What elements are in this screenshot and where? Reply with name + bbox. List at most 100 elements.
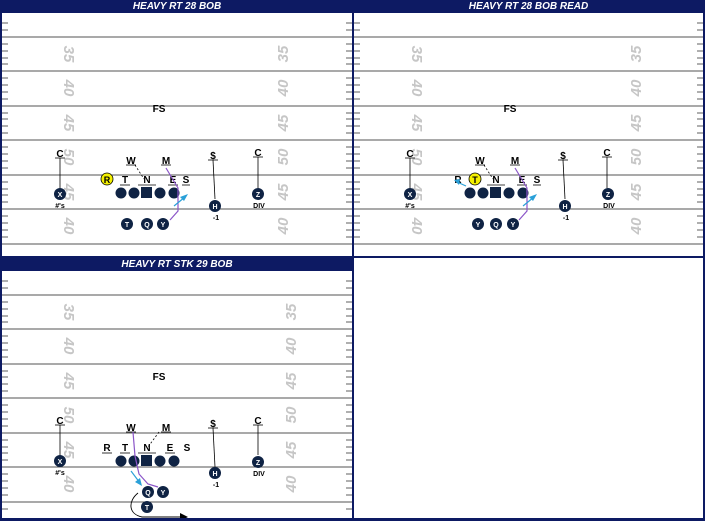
y-back-label: Y (161, 222, 166, 229)
will-linebacker-label: W (126, 423, 136, 434)
x-receiver-label: X (58, 192, 63, 199)
offensive-lineman (115, 455, 127, 467)
yard-number: 40 (628, 217, 645, 235)
yard-number: 45 (60, 441, 77, 459)
yard-numbers-right: 35 40 45 50 45 40 (283, 303, 300, 493)
quarterback (141, 218, 153, 230)
offense-routes (165, 167, 188, 221)
offensive-lineman (477, 187, 489, 199)
play-title: HEAVY RT 28 BOB READ (354, 0, 703, 13)
tailback-path (130, 492, 182, 518)
corner-left-label: C (406, 149, 413, 160)
yard-number: 45 (408, 114, 425, 132)
read-player-marker (468, 172, 482, 186)
x-receiver (54, 188, 66, 200)
dollar-label: $ (560, 151, 566, 162)
yard-number: 50 (60, 407, 77, 424)
center-lineman (141, 455, 152, 466)
strong-end-label: S (534, 175, 541, 186)
yard-numbers-left: 35 40 45 50 45 40 (60, 304, 77, 493)
play-diagram: 35 40 45 50 45 40 35 40 45 50 45 40 FS C… (354, 22, 703, 245)
free-safety-label: FS (504, 104, 517, 115)
defense-assignments (59, 157, 259, 200)
yard-number: 45 (275, 114, 292, 132)
quarterback (490, 218, 502, 230)
frame-middle-horizontal (0, 256, 705, 258)
h-back-label: H (562, 204, 567, 211)
frame-left (0, 0, 2, 521)
h-back-label: H (212, 204, 217, 211)
play-panel-heavy-rt-stk-29-bob: HEAVY RT STK 29 BOB (2, 258, 352, 518)
dollar-label: $ (210, 151, 216, 162)
defense: FS C W M $ C R T N E S (405, 104, 612, 186)
center-lineman (141, 187, 152, 198)
offensive-lineman (128, 455, 140, 467)
z-receiver-label: Z (606, 192, 611, 199)
t-back (141, 501, 153, 513)
end-label: E (167, 443, 174, 454)
z-receiver-note: DIV (603, 203, 615, 210)
mike-linebacker-label: M (162, 423, 170, 434)
y-back-left-label: Y (476, 222, 481, 229)
play-diagram: 35 40 45 50 45 40 35 40 45 50 45 40 FS C… (2, 22, 352, 245)
yard-lines (354, 36, 703, 245)
offense: X #'s H -1 Z DIV Q Y T (54, 455, 265, 513)
yard-number: 50 (283, 406, 300, 423)
tackle-label: T (122, 175, 128, 186)
defense: FS C W M $ C R T N E S (55, 372, 263, 454)
strong-end-label: S (184, 443, 191, 454)
empty-panel (354, 258, 703, 518)
play-title: HEAVY RT 28 BOB (2, 0, 352, 13)
offensive-lineman (464, 187, 476, 199)
nose-label: N (143, 175, 150, 186)
t-back (121, 218, 133, 230)
read-player-marker (100, 172, 114, 186)
yard-number: 40 (60, 79, 77, 97)
will-linebacker-label: W (475, 156, 485, 167)
hash-marks (2, 280, 352, 510)
h-back-note: -1 (213, 215, 219, 222)
offensive-lineman (517, 187, 529, 199)
frame-middle-vertical (352, 0, 354, 521)
yard-number: 40 (283, 475, 300, 493)
play-panel-heavy-rt-28-bob-read: HEAVY RT 28 BOB READ (354, 0, 703, 258)
h-back (559, 200, 571, 212)
play-panel-heavy-rt-28-bob: HEAVY RT 28 BOB (2, 0, 352, 258)
yard-number: 40 (628, 79, 645, 97)
y-back (157, 486, 169, 498)
offense: X #'s H -1 Z DIV Y Q Y (404, 187, 615, 230)
yard-number: 35 (628, 45, 645, 62)
r-label: R (103, 443, 111, 454)
h-back-note: -1 (213, 482, 219, 489)
yard-lines (2, 294, 352, 503)
z-receiver-note: DIV (253, 203, 265, 210)
h-back (209, 467, 221, 479)
x-receiver (54, 455, 66, 467)
y-back-label: Y (161, 490, 166, 497)
yard-number: 35 (275, 45, 292, 62)
yard-number: 40 (60, 217, 77, 235)
hash-marks (2, 22, 352, 238)
nose-label: N (143, 443, 150, 454)
x-receiver-note: #'s (405, 203, 415, 210)
z-receiver-label: Z (256, 460, 261, 467)
offensive-lineman (168, 455, 180, 467)
yard-number: 40 (275, 79, 292, 97)
h-back-note: -1 (563, 215, 569, 222)
corner-right-label: C (254, 416, 261, 427)
quarterback-label: Q (493, 222, 499, 229)
x-receiver-note: #'s (55, 203, 65, 210)
yard-number: 45 (275, 183, 292, 201)
yard-number: 45 (60, 114, 77, 132)
hash-marks (354, 22, 703, 238)
yard-number: 40 (283, 337, 300, 355)
purple-block-route (165, 167, 179, 221)
purple-block-route (132, 431, 159, 488)
t-back-label: T (145, 505, 150, 512)
frame-right (703, 0, 705, 521)
center-lineman (490, 187, 501, 198)
yard-number: 50 (60, 149, 77, 166)
yard-number: 35 (60, 304, 77, 321)
z-receiver (252, 456, 264, 468)
will-linebacker-label: W (126, 156, 136, 167)
